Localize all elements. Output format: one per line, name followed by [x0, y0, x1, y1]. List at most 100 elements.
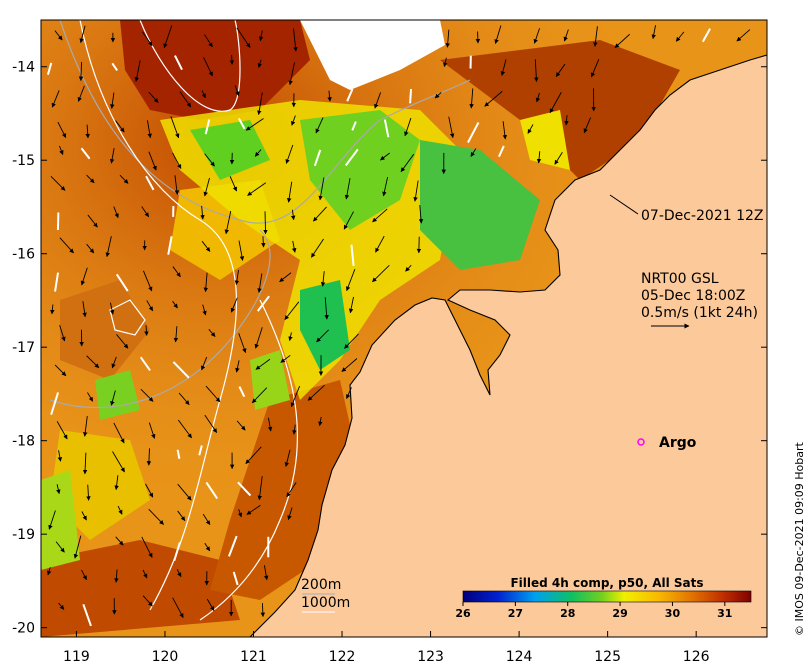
current-vector: [50, 392, 60, 415]
current-vector: [448, 116, 455, 139]
current-vector: [590, 58, 600, 78]
current-vector: [288, 332, 293, 342]
current-vector: [51, 90, 60, 108]
current-vector: [178, 392, 190, 405]
y-tick-label: -20: [12, 621, 35, 637]
current-vector: [204, 153, 215, 167]
contour-200m: [59, 20, 471, 224]
current-vector: [494, 25, 502, 44]
colorbar-gradient: [462, 590, 752, 603]
current-vector: [238, 333, 247, 354]
current-vector: [563, 29, 569, 42]
timestamp-pointer: [609, 194, 639, 215]
x-tick-label: 125: [594, 649, 621, 665]
current-vector: [238, 386, 246, 398]
current-vector: [267, 417, 273, 432]
x-tick-label: 120: [152, 649, 179, 665]
current-vector: [54, 364, 67, 377]
current-vector: [348, 296, 354, 314]
y-tick-label: -19: [12, 527, 35, 543]
current-vector: [111, 356, 117, 369]
current-vector: [177, 419, 192, 439]
current-vector: [418, 205, 424, 224]
x-tick-label: 119: [63, 649, 90, 665]
current-vector: [467, 122, 480, 143]
current-vector: [57, 450, 63, 462]
current-vector: [256, 295, 270, 312]
current-vector: [116, 334, 129, 349]
current-vector: [344, 178, 351, 200]
current-vector: [260, 603, 266, 618]
colorbar-tick-label: 31: [717, 607, 732, 620]
plot-area: [41, 20, 767, 637]
current-vector: [400, 153, 415, 173]
current-vector: [145, 175, 155, 191]
product-label-3: 0.5m/s (1kt 24h): [641, 305, 758, 321]
current-vector: [236, 420, 246, 431]
current-vector: [287, 507, 293, 521]
current-vector: [263, 211, 268, 235]
current-vector: [200, 205, 205, 220]
current-vector: [434, 91, 442, 99]
current-vector: [203, 57, 213, 77]
contour-1000m-4: [199, 299, 299, 621]
y-tick-label: -15: [12, 153, 35, 169]
current-vector: [527, 124, 534, 134]
current-vector: [163, 25, 173, 49]
x-tick-label: 124: [506, 649, 533, 665]
current-vector: [257, 59, 263, 68]
x-tick-label: 123: [417, 649, 444, 665]
y-tick-label: -17: [12, 340, 35, 356]
argo-label: Argo: [659, 435, 697, 451]
current-vector: [536, 151, 542, 164]
current-vector: [205, 385, 221, 403]
current-vector: [56, 484, 61, 495]
current-vector: [224, 210, 232, 235]
current-vector: [176, 449, 181, 459]
current-vector: [80, 267, 88, 286]
contour-1000m: [79, 20, 237, 611]
current-vector: [59, 324, 66, 342]
coastline: [249, 54, 767, 637]
current-vector: [202, 304, 207, 316]
current-vectors: [46, 25, 751, 627]
current-vector: [470, 148, 477, 157]
current-vector: [87, 392, 94, 402]
current-vector: [535, 92, 541, 103]
current-vector: [204, 34, 213, 48]
current-vector: [344, 148, 359, 167]
x-tick-label: 122: [329, 649, 356, 665]
current-vector: [82, 301, 87, 318]
current-vector: [554, 151, 563, 165]
current-vector: [310, 238, 324, 258]
y-axis: -14 -15 -16 -17 -18 -19 -20: [12, 60, 767, 637]
current-vector: [346, 387, 352, 400]
current-vector: [174, 175, 180, 195]
credit-strip: © IMOS 09-Dec-2021 09:09 Hobart: [793, 441, 806, 636]
current-vector: [383, 119, 390, 138]
current-vector: [117, 505, 123, 515]
current-vector: [110, 390, 116, 406]
colorbar-tick-label: 27: [508, 607, 523, 620]
current-vector: [320, 271, 326, 287]
current-vector: [614, 33, 630, 49]
current-vector: [200, 356, 208, 371]
current-vector: [113, 206, 119, 219]
current-vector: [86, 174, 95, 184]
current-vector: [79, 25, 86, 44]
current-vector: [148, 422, 156, 439]
current-vector: [549, 92, 562, 114]
current-vector: [346, 88, 354, 102]
current-vector: [350, 244, 355, 266]
current-vector: [172, 361, 190, 379]
current-vector: [46, 62, 53, 75]
current-vector: [236, 27, 251, 48]
argo-marker: [637, 438, 645, 446]
current-vector: [86, 484, 91, 501]
current-vector: [372, 265, 390, 283]
current-vector: [82, 416, 88, 437]
current-vector: [701, 28, 711, 43]
current-vector: [105, 236, 112, 258]
land-mass: [250, 20, 767, 637]
